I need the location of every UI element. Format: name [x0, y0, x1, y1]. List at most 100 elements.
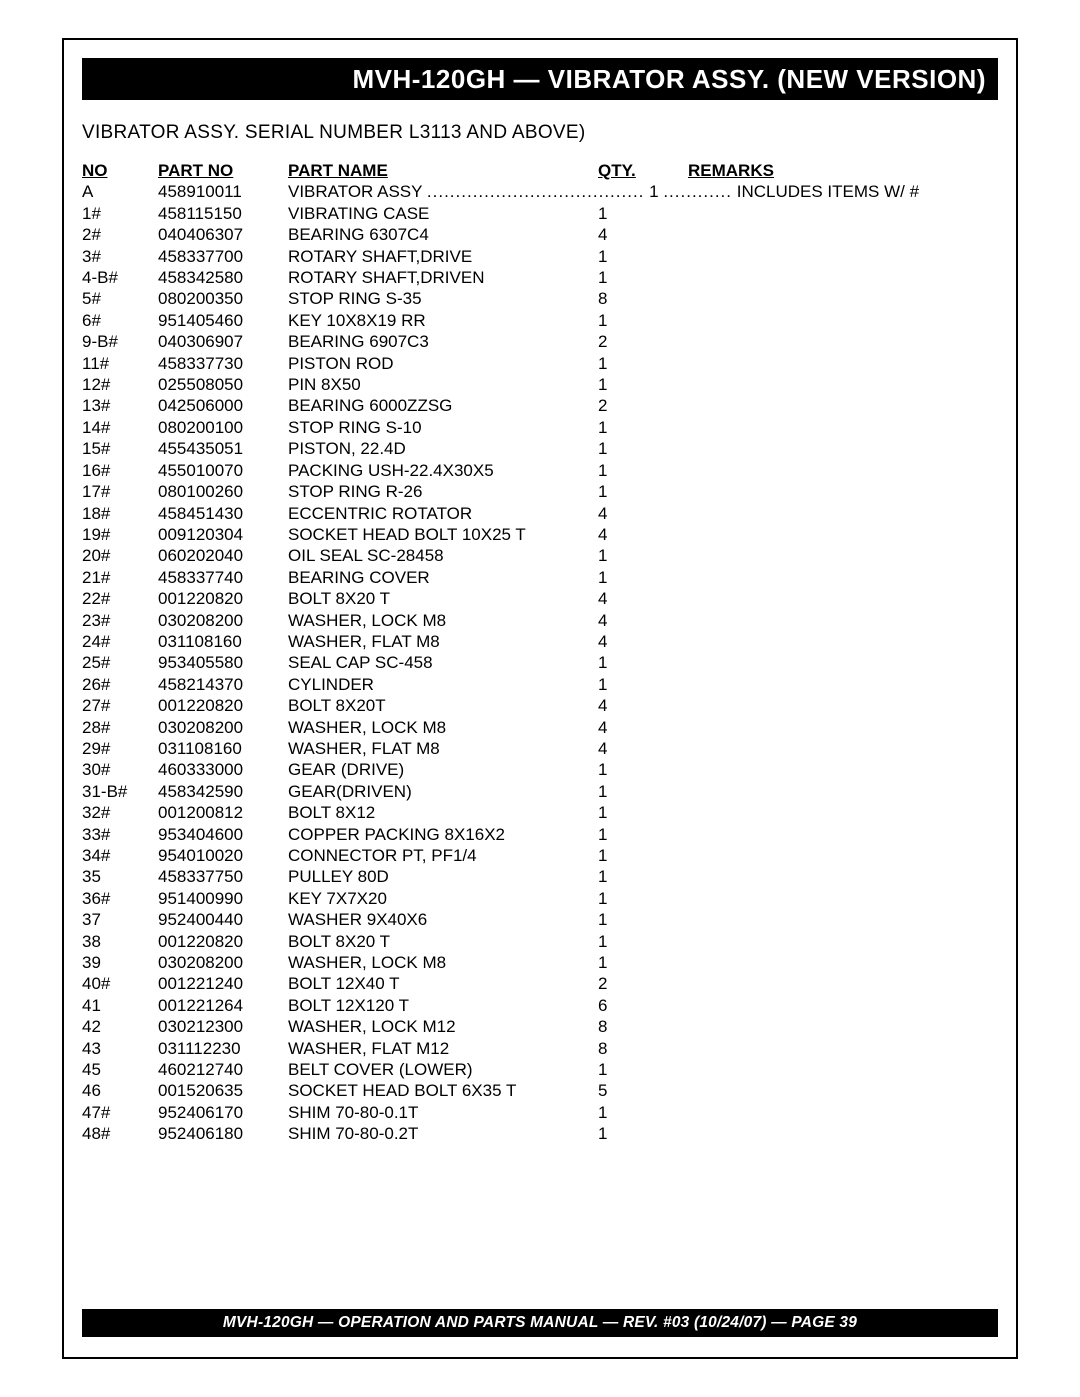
cell-partno: 458337740: [158, 567, 288, 588]
table-row: 18#458451430ECCENTRIC ROTATOR4: [82, 503, 998, 524]
cell-remarks: INCLUDES ITEMS W/ #: [737, 182, 919, 201]
cell-remarks: [688, 1038, 998, 1059]
table-row: 42030212300WASHER, LOCK M128: [82, 1016, 998, 1037]
cell-partname: VIBRATING CASE: [288, 203, 598, 224]
cell-qty: 4: [598, 610, 688, 631]
cell-remarks: [688, 717, 998, 738]
table-row: 34#954010020CONNECTOR PT, PF1/41: [82, 845, 998, 866]
cell-partno: 001520635: [158, 1080, 288, 1101]
table-row: 3#458337700ROTARY SHAFT,DRIVE1: [82, 246, 998, 267]
cell-qty: 1: [598, 460, 688, 481]
table-row: 12#025508050PIN 8X501: [82, 374, 998, 395]
cell-remarks: [688, 866, 998, 887]
cell-partno: 040306907: [158, 331, 288, 352]
cell-partname: WASHER, FLAT M8: [288, 738, 598, 759]
cell-qty: 1: [598, 438, 688, 459]
cell-no: 38: [82, 931, 158, 952]
cell-partname: GEAR(DRIVEN): [288, 781, 598, 802]
cell-partno: 001200812: [158, 802, 288, 823]
table-header-row: NO PART NO PART NAME QTY. REMARKS: [82, 160, 998, 181]
cell-partname: WASHER, LOCK M8: [288, 952, 598, 973]
cell-partname: BOLT 8X20T: [288, 695, 598, 716]
cell-partno: 458337750: [158, 866, 288, 887]
cell-qty: 1: [598, 203, 688, 224]
cell-qty: 1: [598, 931, 688, 952]
cell-partname: BOLT 12X40 T: [288, 973, 598, 994]
cell-no: 2#: [82, 224, 158, 245]
cell-remarks: [688, 845, 998, 866]
cell-no: 34#: [82, 845, 158, 866]
cell-remarks: [688, 802, 998, 823]
cell-qty: 2: [598, 331, 688, 352]
cell-partno: 031108160: [158, 738, 288, 759]
table-row: 31-B#458342590GEAR(DRIVEN)1: [82, 781, 998, 802]
cell-remarks: [688, 460, 998, 481]
cell-partname: KEY 7X7X20: [288, 888, 598, 909]
cell-remarks: [688, 909, 998, 930]
cell-qty: 4: [598, 224, 688, 245]
cell-partname: BEARING COVER: [288, 567, 598, 588]
cell-qty: 1: [598, 267, 688, 288]
cell-remarks: [688, 652, 998, 673]
cell-qty: 6: [598, 995, 688, 1016]
cell-no: 1#: [82, 203, 158, 224]
cell-no: 40#: [82, 973, 158, 994]
cell-qty: 1: [598, 909, 688, 930]
cell-qty: 1: [598, 866, 688, 887]
table-row: 1#458115150VIBRATING CASE1: [82, 203, 998, 224]
cell-partno: 455435051: [158, 438, 288, 459]
cell-remarks: [688, 695, 998, 716]
cell-partname: BOLT 8X12: [288, 802, 598, 823]
cell-remarks: [688, 973, 998, 994]
cell-partno: 460212740: [158, 1059, 288, 1080]
cell-partname: ROTARY SHAFT,DRIVEN: [288, 267, 598, 288]
cell-partno: 080200350: [158, 288, 288, 309]
cell-partno: 951400990: [158, 888, 288, 909]
cell-remarks: [688, 310, 998, 331]
table-row: 9-B#040306907BEARING 6907C32: [82, 331, 998, 352]
cell-partno: 031112230: [158, 1038, 288, 1059]
cell-no: 30#: [82, 759, 158, 780]
cell-qty: 1: [598, 824, 688, 845]
cell-partno: 954010020: [158, 845, 288, 866]
table-row: 48#952406180SHIM 70-80-0.2T1: [82, 1123, 998, 1144]
cell-qty: 1: [598, 759, 688, 780]
cell-partno: 952406170: [158, 1102, 288, 1123]
cell-name-qty-remarks: VIBRATOR ASSY ..........................…: [288, 181, 998, 202]
cell-qty: 1: [598, 845, 688, 866]
cell-remarks: [688, 824, 998, 845]
cell-remarks: [688, 224, 998, 245]
cell-partname: PISTON ROD: [288, 353, 598, 374]
table-row: 25#953405580SEAL CAP SC-4581: [82, 652, 998, 673]
header-remarks: REMARKS: [688, 160, 998, 181]
cell-no: 3#: [82, 246, 158, 267]
table-row: 19#009120304SOCKET HEAD BOLT 10X25 T4: [82, 524, 998, 545]
cell-partno: 953404600: [158, 824, 288, 845]
cell-partname: SOCKET HEAD BOLT 10X25 T: [288, 524, 598, 545]
cell-no: 16#: [82, 460, 158, 481]
cell-qty: 2: [598, 973, 688, 994]
cell-partno: 952406180: [158, 1123, 288, 1144]
cell-no: 20#: [82, 545, 158, 566]
cell-no: 35: [82, 866, 158, 887]
cell-qty: 4: [598, 503, 688, 524]
cell-partno: 460333000: [158, 759, 288, 780]
cell-partname: WASHER, FLAT M12: [288, 1038, 598, 1059]
table-row: 27#001220820BOLT 8X20T4: [82, 695, 998, 716]
cell-remarks: [688, 610, 998, 631]
cell-partno: 025508050: [158, 374, 288, 395]
cell-no: 14#: [82, 417, 158, 438]
table-row: 39030208200WASHER, LOCK M81: [82, 952, 998, 973]
cell-partno: 031108160: [158, 631, 288, 652]
table-row: 4-B#458342580ROTARY SHAFT,DRIVEN1: [82, 267, 998, 288]
cell-no: 27#: [82, 695, 158, 716]
cell-partname: CYLINDER: [288, 674, 598, 695]
title-bar: MVH-120GH — VIBRATOR ASSY. (NEW VERSION): [82, 58, 998, 100]
cell-no: 5#: [82, 288, 158, 309]
cell-partname: BEARING 6000ZZSG: [288, 395, 598, 416]
cell-partno: 030212300: [158, 1016, 288, 1037]
cell-partno: 030208200: [158, 610, 288, 631]
cell-remarks: [688, 781, 998, 802]
cell-partno: 952400440: [158, 909, 288, 930]
cell-remarks: [688, 1059, 998, 1080]
